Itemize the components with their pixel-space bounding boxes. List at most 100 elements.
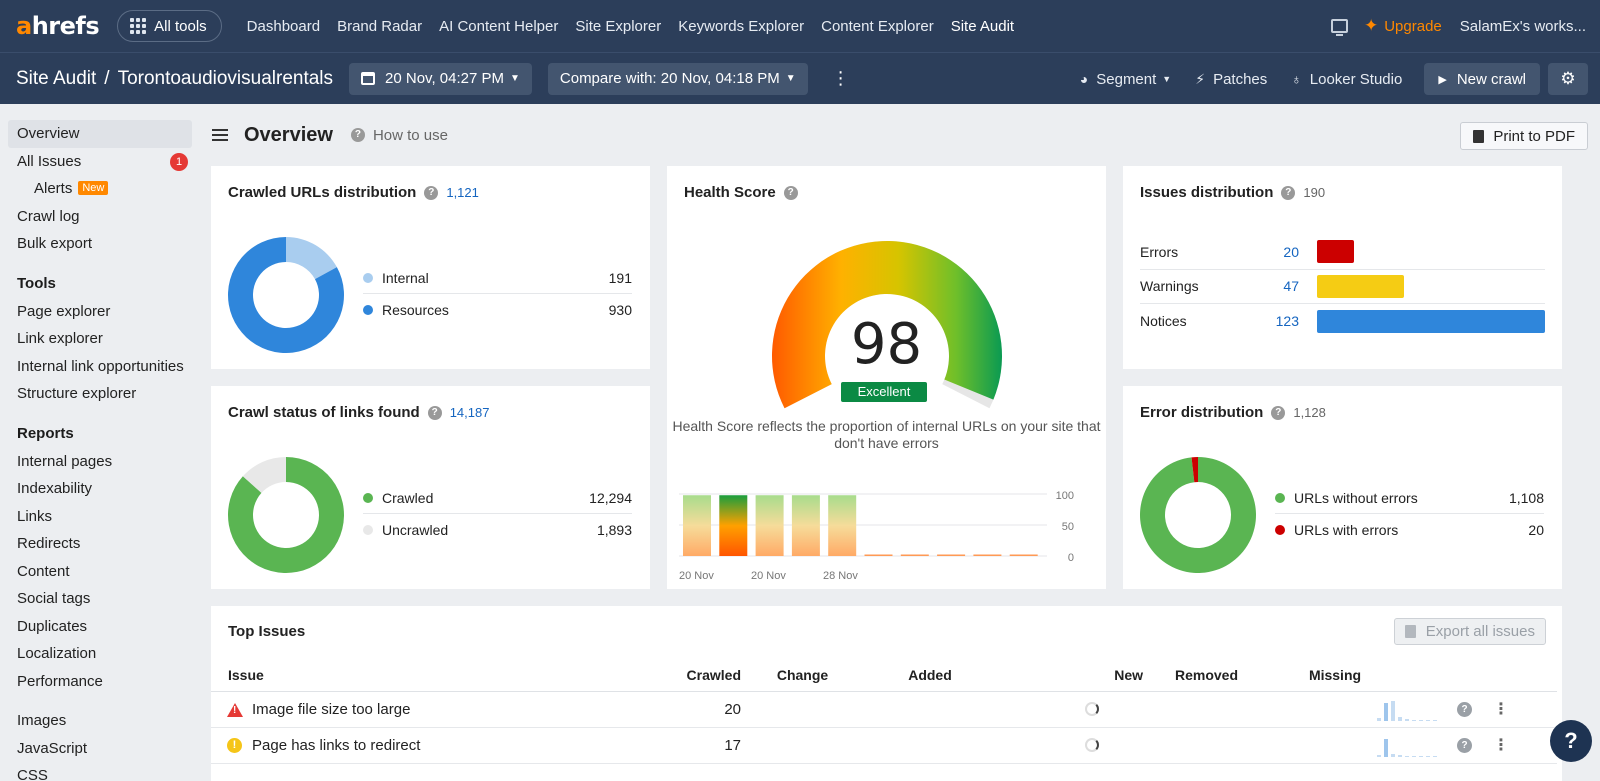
issue-type-count[interactable]: 123 xyxy=(1275,313,1299,330)
table-row[interactable]: ! Page has links to redirect 17? ⋮ xyxy=(211,728,1557,764)
crawl-date-dropdown[interactable]: 20 Nov, 04:27 PM ▼ xyxy=(349,62,532,95)
column-header-issue[interactable]: Issue xyxy=(228,666,264,683)
issues-row-errors[interactable]: Errors 20 xyxy=(1140,235,1545,270)
help-icon[interactable]: ? xyxy=(1271,405,1286,420)
table-row[interactable]: Image file size too large 20? ⋮ xyxy=(211,692,1557,728)
history-bar[interactable] xyxy=(1009,554,1038,557)
sidebar-item-structure-explorer[interactable]: Structure explorer xyxy=(17,385,137,402)
issues-row-notices[interactable]: Notices 123 xyxy=(1140,304,1545,339)
history-bar[interactable] xyxy=(791,495,820,556)
error-slice-urls-without-errors[interactable] xyxy=(1140,457,1256,573)
nav-link-ai-content-helper[interactable]: AI Content Helper xyxy=(439,17,559,35)
history-bar[interactable] xyxy=(864,554,893,557)
legend-row-crawled[interactable]: Crawled 12,294 xyxy=(363,483,632,514)
crawled-urls-donut[interactable] xyxy=(227,236,345,354)
row-menu-icon[interactable]: ⋮ xyxy=(1493,737,1509,754)
history-bar[interactable] xyxy=(900,554,929,557)
error-slice-urls-with-errors[interactable] xyxy=(1191,457,1198,483)
menu-icon[interactable] xyxy=(212,126,228,144)
sidebar-item-internal-link-opportunities[interactable]: Internal link opportunities xyxy=(17,357,184,375)
crawled-urls-slice-resources[interactable] xyxy=(228,237,344,353)
legend-row-urls-with-errors[interactable]: URLs with errors 20 xyxy=(1275,514,1544,545)
issue-type-bar[interactable] xyxy=(1317,309,1545,333)
looker-studio-button[interactable]: ♁ Looker Studio xyxy=(1291,70,1403,88)
segment-dropdown[interactable]: ◕ Segment ▼ xyxy=(1079,70,1172,88)
monitor-icon[interactable] xyxy=(1330,19,1348,36)
sidebar-item-localization[interactable]: Localization xyxy=(17,645,97,662)
issue-type-count[interactable]: 20 xyxy=(1283,243,1299,260)
how-to-use-link[interactable]: ? How to use xyxy=(350,127,448,144)
upgrade-link[interactable]: ✦ Upgrade xyxy=(1363,16,1442,35)
sidebar-item-duplicates[interactable]: Duplicates xyxy=(17,617,88,635)
history-bar[interactable] xyxy=(719,495,748,556)
error-distribution-donut[interactable] xyxy=(1139,456,1257,574)
patches-button[interactable]: ⚡ Patches xyxy=(1195,70,1268,88)
sidebar-item-page-explorer[interactable]: Page explorer xyxy=(17,302,111,320)
export-all-issues-button[interactable]: Export all issues xyxy=(1393,618,1546,645)
crawl-status-count[interactable]: 14,187 xyxy=(449,405,490,420)
help-icon[interactable]: ? xyxy=(1281,185,1296,200)
all-tools-button[interactable]: All tools xyxy=(117,10,222,42)
help-icon[interactable]: ? xyxy=(427,405,442,420)
issue-type-bar[interactable] xyxy=(1317,240,1355,264)
settings-button[interactable]: ⚙ xyxy=(1548,63,1588,95)
legend-row-uncrawled[interactable]: Uncrawled 1,893 xyxy=(363,514,632,545)
sidebar-item-internal-pages[interactable]: Internal pages xyxy=(17,452,113,470)
workspace-menu[interactable]: SalamEx's works... xyxy=(1459,17,1586,35)
nav-link-content-explorer[interactable]: Content Explorer xyxy=(821,17,934,35)
history-bar[interactable] xyxy=(828,495,857,556)
breadcrumb-project[interactable]: Torontoaudiovisualrentals xyxy=(117,67,334,89)
sidebar-item-overview[interactable]: Overview xyxy=(8,120,192,148)
legend-row-resources[interactable]: Resources 930 xyxy=(363,294,632,325)
column-header-removed[interactable]: Removed xyxy=(1174,666,1239,683)
more-options-icon[interactable]: ⋮ xyxy=(831,68,850,88)
sidebar-item-css[interactable]: CSS xyxy=(17,767,48,781)
issue-name-link[interactable]: Page has links to redirect xyxy=(252,737,421,754)
health-history-chart[interactable]: 100 50 0 20 Nov 20 Nov 28 Nov xyxy=(679,484,1094,584)
issues-row-warnings[interactable]: Warnings 47 xyxy=(1140,270,1545,304)
compare-dropdown[interactable]: Compare with: 20 Nov, 04:18 PM ▼ xyxy=(547,62,808,95)
history-bar[interactable] xyxy=(755,495,784,556)
column-header-added[interactable]: Added xyxy=(908,666,952,683)
sidebar-item-javascript[interactable]: JavaScript xyxy=(17,739,88,757)
nav-link-site-explorer[interactable]: Site Explorer xyxy=(575,17,662,35)
crawl-status-slice-uncrawled[interactable] xyxy=(242,457,286,493)
legend-row-internal[interactable]: Internal 191 xyxy=(363,263,632,294)
history-bar[interactable] xyxy=(973,554,1002,557)
help-chat-button[interactable]: ? xyxy=(1550,720,1592,762)
legend-row-urls-without-errors[interactable]: URLs without errors 1,108 xyxy=(1275,483,1544,514)
column-header-change[interactable]: Change xyxy=(776,666,829,683)
row-menu-icon[interactable]: ⋮ xyxy=(1493,701,1509,718)
sidebar-item-performance[interactable]: Performance xyxy=(17,672,103,690)
help-icon[interactable]: ? xyxy=(1457,702,1472,717)
print-to-pdf-button[interactable]: Print to PDF xyxy=(1460,122,1588,150)
crawl-status-slice-crawled[interactable] xyxy=(228,457,344,573)
sidebar-item-all-issues[interactable]: All Issues 1 xyxy=(8,148,192,176)
breadcrumb-site-audit[interactable]: Site Audit xyxy=(16,67,97,89)
ahrefs-logo[interactable]: ahrefs xyxy=(16,12,100,40)
new-crawl-button[interactable]: ▶ New crawl xyxy=(1424,63,1540,95)
column-header-crawled[interactable]: Crawled xyxy=(686,666,741,683)
sidebar-item-link-explorer[interactable]: Link explorer xyxy=(17,330,103,347)
history-bar[interactable] xyxy=(683,495,711,556)
crawl-status-donut[interactable] xyxy=(227,456,345,574)
nav-link-dashboard[interactable]: Dashboard xyxy=(246,17,321,35)
help-icon[interactable]: ? xyxy=(424,185,439,200)
sidebar-item-social-tags[interactable]: Social tags xyxy=(17,590,91,607)
sidebar-item-alerts[interactable]: Alerts New xyxy=(8,175,192,203)
history-bar[interactable] xyxy=(937,554,966,557)
column-header-new[interactable]: New xyxy=(1114,666,1143,683)
nav-link-site-audit[interactable]: Site Audit xyxy=(950,17,1015,35)
crawled-urls-slice-internal[interactable] xyxy=(286,237,337,280)
crawled-urls-count[interactable]: 1,121 xyxy=(446,185,479,200)
sidebar-item-redirects[interactable]: Redirects xyxy=(17,535,81,552)
sidebar-item-bulk-export[interactable]: Bulk export xyxy=(17,235,93,252)
crawled-count[interactable]: 20 xyxy=(724,701,741,718)
sidebar-item-content[interactable]: Content xyxy=(17,562,70,580)
help-icon[interactable]: ? xyxy=(783,185,798,200)
issue-type-count[interactable]: 47 xyxy=(1283,278,1299,295)
sidebar-item-crawl-log[interactable]: Crawl log xyxy=(17,207,80,225)
column-header-missing[interactable]: Missing xyxy=(1308,666,1362,683)
crawled-count[interactable]: 17 xyxy=(724,737,741,754)
sidebar-item-links[interactable]: Links xyxy=(17,507,53,525)
